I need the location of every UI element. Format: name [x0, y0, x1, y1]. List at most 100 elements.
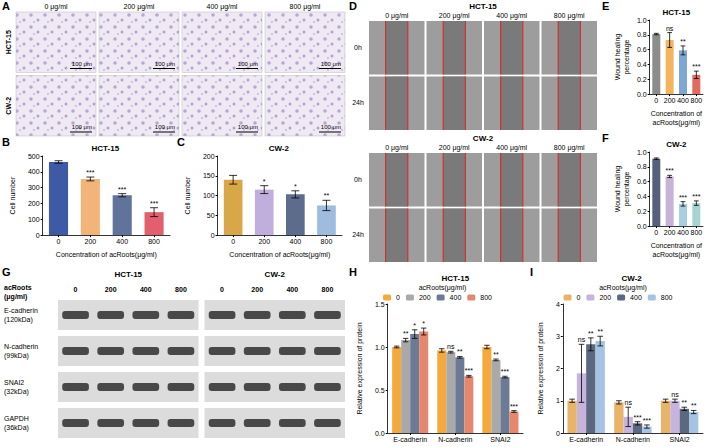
svg-text:***: ***: [679, 194, 687, 201]
svg-text:(μg/ml): (μg/ml): [4, 293, 27, 301]
svg-text:Relative expression of protein: Relative expression of protein: [356, 322, 364, 414]
svg-text:D: D: [349, 0, 357, 12]
svg-text:Wound healing: Wound healing: [614, 166, 622, 213]
svg-text:0 μg/ml: 0 μg/ml: [44, 3, 68, 11]
svg-text:400 μg/ml: 400 μg/ml: [496, 12, 527, 20]
svg-text:0: 0: [654, 97, 658, 104]
svg-text:Cell number: Cell number: [184, 176, 191, 214]
svg-text:SNAI2: SNAI2: [490, 436, 510, 443]
svg-text:0.6: 0.6: [637, 178, 647, 185]
svg-text:0: 0: [396, 294, 400, 301]
svg-text:0: 0: [654, 229, 658, 236]
svg-text:CW-2: CW-2: [5, 97, 12, 115]
svg-text:N-cadherin: N-cadherin: [4, 343, 38, 350]
svg-text:0: 0: [57, 238, 61, 245]
svg-text:400 μg/ml: 400 μg/ml: [496, 144, 527, 152]
svg-text:800: 800: [690, 97, 702, 104]
svg-text:100 μm: 100 μm: [238, 61, 258, 67]
svg-text:1.0: 1.0: [637, 149, 647, 156]
svg-text:**: **: [403, 330, 409, 337]
svg-text:***: ***: [692, 63, 700, 70]
svg-text:0.8: 0.8: [637, 163, 647, 170]
svg-text:acRoots(μg/ml): acRoots(μg/ml): [419, 284, 467, 292]
svg-text:1.0: 1.0: [637, 17, 647, 24]
svg-text:200: 200: [664, 229, 676, 236]
svg-text:**: **: [682, 399, 688, 406]
svg-text:0.0: 0.0: [375, 430, 385, 437]
svg-text:200: 200: [203, 153, 215, 160]
svg-text:0.2: 0.2: [637, 208, 647, 215]
svg-text:24h: 24h: [352, 231, 364, 238]
svg-text:(120kDa): (120kDa): [4, 316, 33, 324]
svg-text:H: H: [349, 266, 357, 278]
svg-text:G: G: [2, 266, 11, 278]
svg-text:HCT-15: HCT-15: [5, 30, 12, 54]
svg-text:0.2: 0.2: [637, 76, 647, 83]
svg-text:CW-2: CW-2: [473, 134, 494, 143]
svg-text:**: **: [324, 192, 330, 199]
svg-text:200: 200: [251, 286, 263, 293]
svg-text:400: 400: [630, 294, 642, 301]
svg-text:3: 3: [556, 333, 560, 340]
svg-text:800 μg/ml: 800 μg/ml: [554, 12, 585, 20]
svg-text:100: 100: [28, 216, 40, 223]
svg-text:B: B: [2, 136, 10, 148]
svg-text:0.5: 0.5: [375, 387, 385, 394]
svg-text:400 μg/ml: 400 μg/ml: [207, 3, 238, 11]
svg-text:500: 500: [28, 153, 40, 160]
svg-text:200: 200: [85, 238, 97, 245]
svg-text:ns: ns: [671, 391, 679, 398]
svg-text:Cell number: Cell number: [9, 176, 16, 214]
svg-text:***: ***: [150, 200, 158, 207]
svg-text:**: **: [597, 328, 603, 335]
svg-text:*: *: [294, 183, 297, 190]
svg-text:HCT-15: HCT-15: [114, 270, 142, 279]
svg-text:0: 0: [556, 430, 560, 437]
svg-text:***: ***: [643, 417, 651, 424]
svg-text:**: **: [493, 351, 499, 358]
svg-text:HCT-15: HCT-15: [469, 2, 497, 11]
svg-text:**: **: [691, 402, 697, 409]
svg-text:100 μm: 100 μm: [155, 61, 175, 67]
svg-text:***: ***: [510, 403, 518, 410]
svg-text:Concentration of: Concentration of: [651, 242, 702, 249]
svg-text:***: ***: [633, 414, 641, 421]
svg-text:0h: 0h: [354, 176, 362, 183]
svg-text:E: E: [602, 0, 609, 12]
svg-text:E-cadherin: E-cadherin: [393, 436, 427, 443]
svg-text:A: A: [2, 0, 10, 12]
svg-text:0 μg/ml: 0 μg/ml: [385, 144, 409, 152]
svg-text:200: 200: [258, 238, 270, 245]
svg-text:0.6: 0.6: [637, 46, 647, 53]
svg-text:acRoots(μg/ml): acRoots(μg/ml): [653, 251, 701, 259]
svg-text:800: 800: [690, 229, 702, 236]
svg-text:400: 400: [677, 97, 689, 104]
svg-text:400: 400: [289, 238, 301, 245]
svg-text:(32kDa): (32kDa): [4, 388, 29, 396]
svg-text:400: 400: [450, 294, 462, 301]
svg-text:400: 400: [140, 286, 152, 293]
svg-text:Concentration of acRoots(μg/ml: Concentration of acRoots(μg/ml): [229, 251, 330, 259]
svg-text:(36kDa): (36kDa): [4, 424, 29, 432]
svg-text:***: ***: [118, 186, 126, 193]
svg-text:***: ***: [86, 169, 94, 176]
svg-text:percentage: percentage: [623, 171, 631, 206]
svg-text:100 μm: 100 μm: [238, 124, 258, 130]
svg-text:400: 400: [677, 229, 689, 236]
svg-text:100 μm: 100 μm: [72, 61, 92, 67]
svg-text:200 μg/ml: 200 μg/ml: [439, 12, 470, 20]
svg-text:0: 0: [74, 286, 78, 293]
svg-text:**: **: [588, 330, 594, 337]
svg-text:N-cadherin: N-cadherin: [616, 436, 650, 443]
svg-text:E-cadherin: E-cadherin: [569, 436, 603, 443]
svg-text:800: 800: [661, 294, 673, 301]
svg-text:200: 200: [105, 286, 117, 293]
svg-text:400: 400: [116, 238, 128, 245]
svg-text:800: 800: [321, 238, 333, 245]
svg-text:F: F: [602, 132, 609, 144]
svg-text:200: 200: [28, 200, 40, 207]
svg-text:0h: 0h: [354, 44, 362, 51]
svg-text:Wound healing: Wound healing: [614, 34, 622, 81]
svg-text:ns: ns: [447, 343, 455, 350]
svg-text:I: I: [530, 266, 533, 278]
